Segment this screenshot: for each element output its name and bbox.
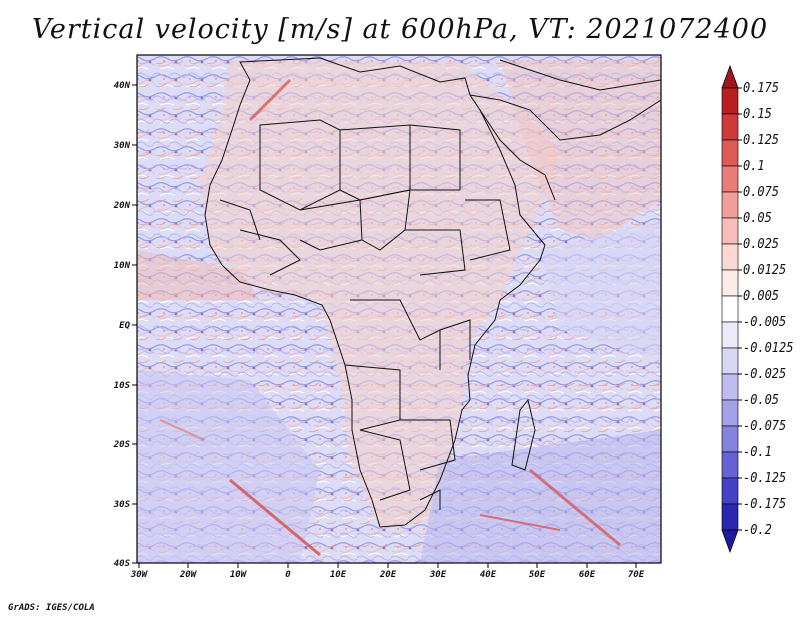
colorbar: 0.175 0.15 0.125 0.1 0.075 0.05 0.025 0.0125 0.0… <box>721 64 794 554</box>
lat-tick: 30N <box>113 141 137 151</box>
vertical-velocity-field <box>137 55 661 563</box>
colorbar-label: 0.005 <box>743 289 779 304</box>
lat-tick: 20S <box>113 440 137 450</box>
lon-tick: 10E <box>330 563 347 580</box>
colorbar-swatch <box>721 87 739 115</box>
lon-tick: 20W <box>179 563 198 580</box>
colorbar-label: -0.0125 <box>743 341 794 356</box>
colorbar-label: 0.075 <box>743 185 779 200</box>
lon-tick: 30E <box>429 563 447 580</box>
lat-label-30n: 30N <box>113 141 131 151</box>
colorbar-swatch <box>721 451 739 479</box>
lat-label-20n: 20N <box>113 201 131 211</box>
grads-credit: GrADS: IGES/COLA <box>8 603 95 613</box>
lat-tick: 20N <box>113 201 137 211</box>
colorbar-swatch <box>721 477 739 505</box>
colorbar-swatch <box>721 269 739 297</box>
coastlines-and-borders <box>204 57 662 528</box>
lon-label-50e: 50E <box>529 570 546 580</box>
colorbar-label: 0.175 <box>743 81 779 96</box>
lat-label-30s: 30S <box>113 500 131 510</box>
lat-tick: 30S <box>113 500 137 510</box>
colorbar-label: -0.175 <box>743 497 786 512</box>
colorbar-label: -0.1 <box>743 445 772 460</box>
colorbar-label: 0.025 <box>743 237 779 252</box>
colorbar-swatch <box>721 139 739 167</box>
lon-tick: 50E <box>529 563 546 580</box>
colorbar-swatch <box>721 295 739 323</box>
lon-tick: 20E <box>379 563 397 580</box>
lon-tick: 0 <box>285 563 291 580</box>
lon-label-60e: 60E <box>579 570 596 580</box>
lon-label-20e: 20E <box>379 570 397 580</box>
colorbar-label: -0.005 <box>743 315 786 330</box>
lon-label-70e: 70E <box>628 570 645 580</box>
colorbar-swatch <box>721 217 739 245</box>
colorbar-label: -0.025 <box>743 367 786 382</box>
colorbar-label: -0.075 <box>743 419 786 434</box>
colorbar-swatch <box>721 243 739 271</box>
colorbar-bottom-arrow <box>721 529 739 554</box>
lon-tick: 40E <box>480 563 497 580</box>
lat-label-40s: 40S <box>114 559 131 569</box>
colorbar-label: -0.125 <box>743 471 786 486</box>
lat-label-20s: 20S <box>113 440 131 450</box>
lon-label-0: 0 <box>285 570 291 580</box>
colorbar-swatch <box>721 165 739 193</box>
lat-tick: 10S <box>114 381 137 391</box>
colorbar-label: 0.15 <box>743 107 772 122</box>
lon-label-20w: 20W <box>179 570 198 580</box>
colorbar-label: -0.2 <box>743 523 772 538</box>
lon-label-30w: 30W <box>130 570 149 580</box>
lat-tick: 10N <box>114 261 137 271</box>
lat-label-40n: 40N <box>114 81 131 91</box>
colorbar-swatch <box>721 191 739 219</box>
lon-tick: 60E <box>579 563 596 580</box>
colorbar-swatch <box>721 399 739 427</box>
lat-label-10s: 10S <box>114 381 131 391</box>
chart-title: Vertical velocity [m/s] at 600hPa, VT: 2… <box>31 14 769 45</box>
lon-label-30e: 30E <box>429 570 447 580</box>
colorbar-top-arrow <box>721 64 739 89</box>
lon-tick: 70E <box>628 563 645 580</box>
latitude-axis: 40N 30N 20N 10N EQ 10S 20S 30S 40S <box>113 81 137 569</box>
colorbar-label: -0.05 <box>743 393 779 408</box>
map-frame <box>136 54 662 564</box>
lat-label-10n: 10N <box>114 261 131 271</box>
colorbar-label: 0.125 <box>743 133 779 148</box>
colorbar-swatch <box>721 321 739 349</box>
colorbar-swatch <box>721 425 739 453</box>
lon-label-10w: 10W <box>230 570 248 580</box>
lat-tick: EQ <box>119 321 137 331</box>
colorbar-swatch <box>721 347 739 375</box>
colorbar-swatch <box>721 373 739 401</box>
colorbar-swatch <box>721 503 739 531</box>
longitude-axis: 30W 20W 10W 0 10E 20E 30E 40E 50E 60E 70… <box>130 563 645 580</box>
lon-tick: 10W <box>230 563 248 580</box>
lat-tick: 40N <box>114 81 137 91</box>
lat-label-eq: EQ <box>119 321 130 331</box>
colorbar-label: 0.05 <box>743 211 772 226</box>
lon-label-10e: 10E <box>330 570 347 580</box>
colorbar-swatch <box>721 113 739 141</box>
lat-tick: 40S <box>114 559 137 569</box>
lon-tick: 30W <box>130 563 149 580</box>
colorbar-label: 0.0125 <box>743 263 786 278</box>
colorbar-label: 0.1 <box>743 159 765 174</box>
lon-label-40e: 40E <box>480 570 497 580</box>
